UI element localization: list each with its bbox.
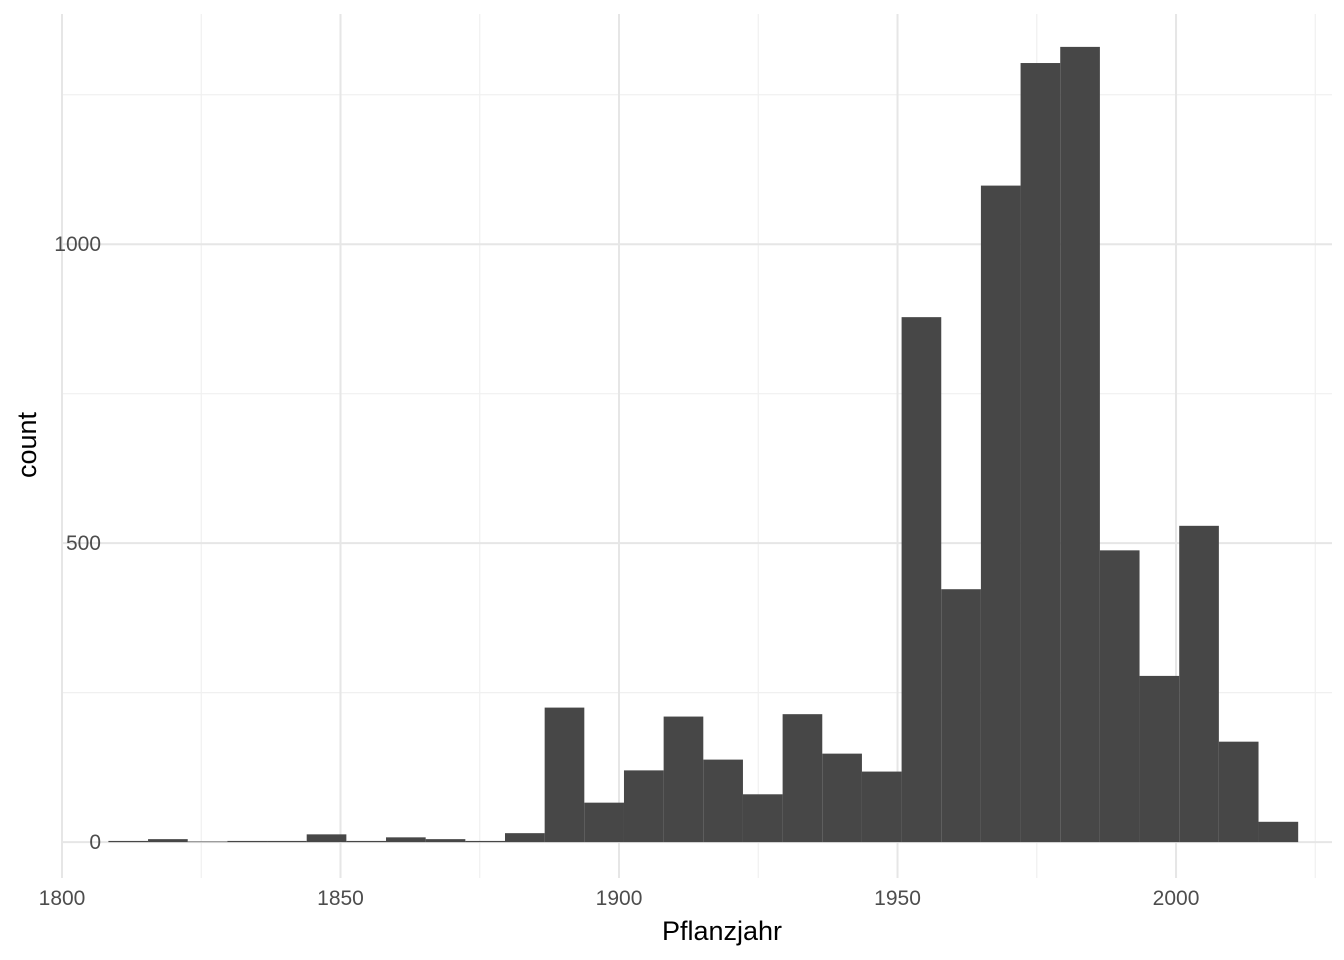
histogram-bar [267, 840, 307, 843]
histogram-bar [861, 771, 902, 843]
histogram-bar [941, 589, 981, 843]
y-tick-label: 1000 [54, 233, 101, 256]
histogram-bar [822, 753, 862, 843]
x-tick-label: 1850 [317, 887, 364, 910]
histogram-bar [346, 840, 387, 843]
histogram-bar [663, 716, 704, 843]
histogram-bar [703, 759, 743, 843]
histogram-bar [623, 770, 664, 843]
histogram-bar [465, 840, 505, 843]
histogram-bar [306, 834, 347, 843]
x-tick-label: 1950 [874, 887, 921, 910]
histogram-bar [901, 317, 942, 843]
histogram-bar [148, 839, 188, 843]
x-tick-label: 1900 [596, 887, 643, 910]
histogram-bar [1258, 821, 1299, 843]
histogram-bar [1020, 63, 1061, 843]
histogram-bar [504, 833, 545, 843]
histogram-bars [108, 46, 1299, 843]
x-tick-label: 1800 [39, 887, 86, 910]
histogram-bar [108, 840, 149, 843]
histogram-bar [1099, 550, 1140, 843]
histogram-bar [544, 707, 585, 843]
histogram-bar [227, 840, 268, 843]
histogram-bar [1139, 675, 1180, 843]
x-tick-label: 2000 [1153, 887, 1200, 910]
y-tick-label: 500 [66, 532, 101, 555]
x-axis-tick-labels: 1800 1850 1900 1950 2000 [39, 887, 1200, 910]
histogram-bar [584, 802, 624, 843]
histogram-bar [1179, 525, 1219, 843]
histogram-bar [1218, 741, 1259, 843]
histogram-bar [742, 794, 783, 843]
histogram-bar [425, 839, 466, 843]
histogram-bar [386, 837, 426, 843]
histogram-bar [187, 841, 228, 843]
histogram-bar [1060, 46, 1100, 843]
histogram-bar [980, 185, 1021, 843]
y-axis-title: count [12, 411, 42, 478]
y-axis-tick-labels: 0 500 1000 [54, 233, 101, 854]
x-axis-title: Pflanzjahr [662, 916, 782, 946]
histogram-bar [782, 714, 823, 843]
y-tick-label: 0 [89, 831, 101, 854]
